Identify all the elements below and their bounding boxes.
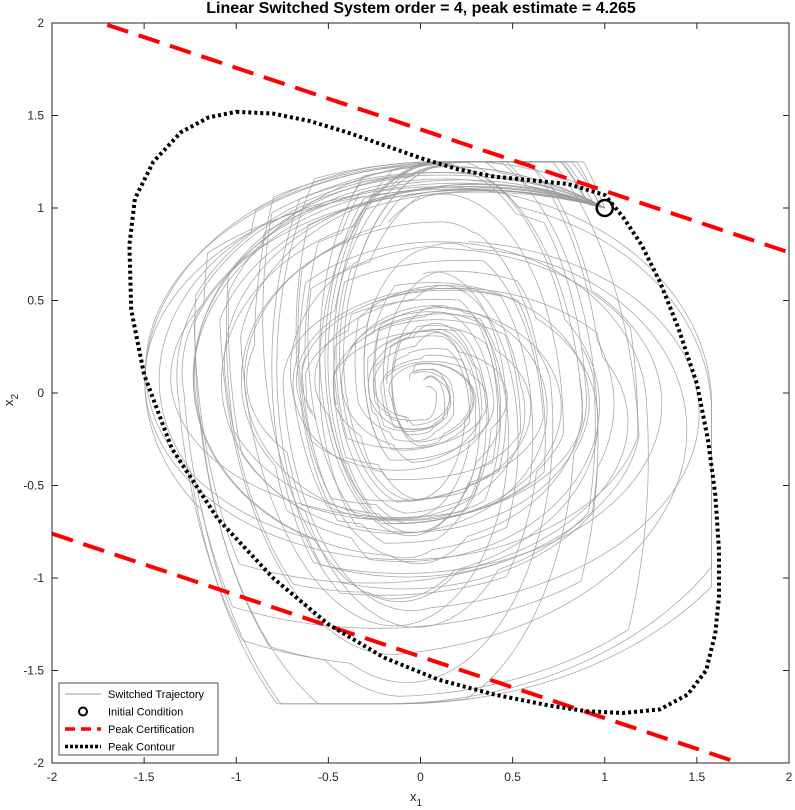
trajectory-path: [240, 183, 605, 627]
trajectory-path: [297, 187, 605, 471]
y-axis-label-main: x: [1, 399, 16, 406]
peak-certification-line: [106, 22, 790, 255]
y-tick-label: 1: [37, 201, 44, 215]
legend-label: Initial Condition: [108, 707, 183, 719]
y-tick-label: 0.5: [27, 294, 44, 308]
initial-condition-marker: [595, 198, 614, 218]
x-axis-label-subscript: 1: [416, 798, 422, 809]
peak-contour-line: [127, 109, 721, 715]
y-tick-label: 0: [37, 386, 44, 400]
trajectory-path: [343, 161, 605, 501]
y-tick-label: -1: [33, 571, 44, 585]
data-lines: [51, 22, 790, 764]
legend-box: [58, 682, 219, 756]
trajectory-path: [307, 191, 605, 520]
trajectory-path: [219, 185, 688, 655]
trajectory-path: [327, 161, 605, 533]
x-tick-label: 1.5: [689, 770, 706, 784]
trajectory-path: [333, 190, 605, 514]
trajectory-path: [295, 189, 605, 559]
legend-label: Switched Trajectory: [108, 689, 204, 701]
trajectory-path: [319, 161, 605, 537]
x-tick-label: -1: [231, 770, 242, 784]
x-tick-label: 1: [601, 770, 608, 784]
y-tick-label: 1.5: [27, 109, 44, 123]
legend-label: Peak Contour: [108, 742, 176, 754]
trajectory-path: [193, 161, 640, 584]
legend: Switched Trajectory Initial Condition Peak…: [58, 682, 219, 756]
y-tick-label: 2: [37, 16, 44, 30]
trajectory-path: [176, 166, 712, 705]
legend-swatch-initial: [78, 706, 88, 717]
legend-label: Peak Certification: [108, 724, 194, 736]
y-tick-label: -0.5: [23, 479, 44, 493]
trajectory-path: [227, 161, 605, 534]
x-axis-label-main: x: [410, 789, 417, 804]
y-axis-label: x2: [1, 394, 21, 407]
trajectory-path: [144, 161, 712, 705]
peak-certification-line: [51, 531, 735, 764]
y-tick-label: -2: [33, 756, 44, 770]
axis-ticks: -2 -1.5 -1 -0.5 0 0.5 1 1.5 2 -2 -1.5 -1 -0.5 0 0.5 1 1.…: [23, 16, 792, 784]
x-tick-label: -2: [47, 770, 58, 784]
x-tick-label: -1.5: [134, 770, 155, 784]
trajectory-path: [246, 161, 700, 612]
trajectory-path: [262, 161, 629, 602]
switched-trajectory: [144, 161, 712, 705]
trajectory-path: [145, 161, 605, 629]
y-tick-label: -1.5: [23, 664, 44, 678]
plot-area: [52, 23, 789, 763]
x-tick-label: -0.5: [318, 770, 339, 784]
trajectory-path: [193, 165, 605, 683]
y-axis-label-subscript: 2: [10, 394, 21, 400]
x-tick-label: 2: [786, 770, 793, 784]
trajectory-path: [296, 186, 605, 544]
x-tick-label: 0.5: [504, 770, 521, 784]
chart-title: Linear Switched System order = 4, peak e…: [206, 0, 636, 17]
x-tick-label: 0: [417, 770, 424, 784]
x-axis-label: x1: [410, 789, 423, 809]
trajectory-path: [144, 161, 663, 574]
